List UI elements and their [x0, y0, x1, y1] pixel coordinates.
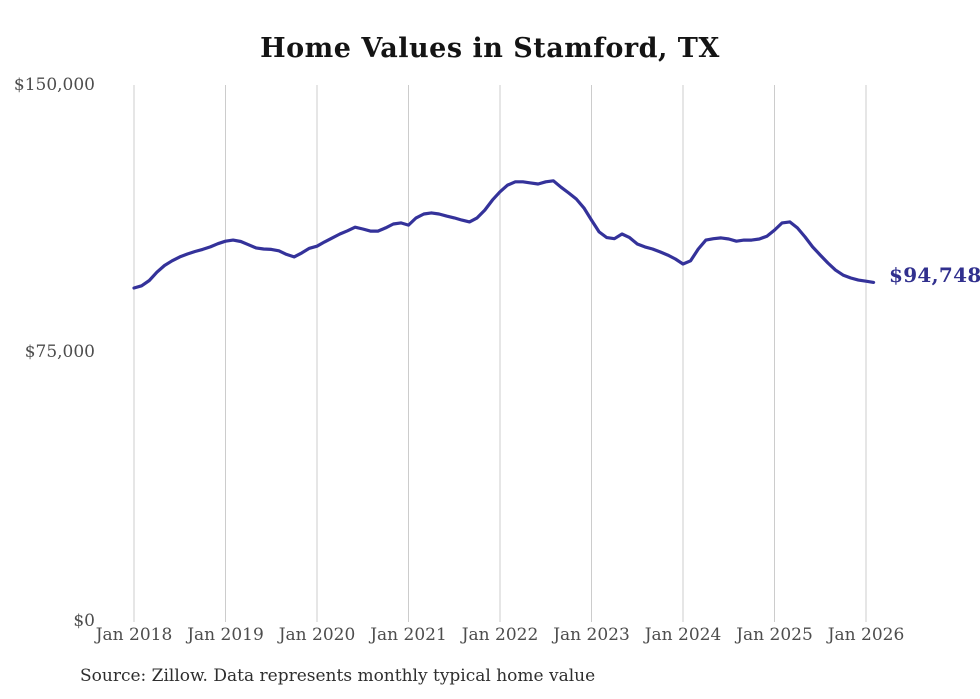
- x-axis-tick-label: Jan 2026: [827, 625, 905, 645]
- home-value-line: [132, 179, 876, 290]
- source-note: Source: Zillow. Data represents monthly …: [80, 666, 596, 686]
- y-axis-tick-75000: $75,000: [24, 342, 95, 362]
- x-axis-tick-label: Jan 2021: [370, 625, 447, 645]
- latest-value-label: $94,748: [889, 263, 980, 287]
- x-axis-tick-label: Jan 2025: [736, 625, 813, 645]
- x-axis-tick-label: Jan 2022: [461, 625, 539, 645]
- x-axis-tick-label: Jan 2024: [644, 625, 722, 645]
- chart-title: Home Values in Stamford, TX: [260, 33, 720, 64]
- x-axis-tick-label: Jan 2023: [553, 625, 630, 645]
- y-axis-tick-0: $0: [73, 611, 95, 631]
- x-axis-tick-label: Jan 2019: [187, 625, 264, 645]
- x-axis-tick-label: Jan 2018: [95, 625, 173, 645]
- x-axis-tick-label: Jan 2020: [278, 625, 356, 645]
- y-axis-tick-150000: $150,000: [13, 75, 95, 95]
